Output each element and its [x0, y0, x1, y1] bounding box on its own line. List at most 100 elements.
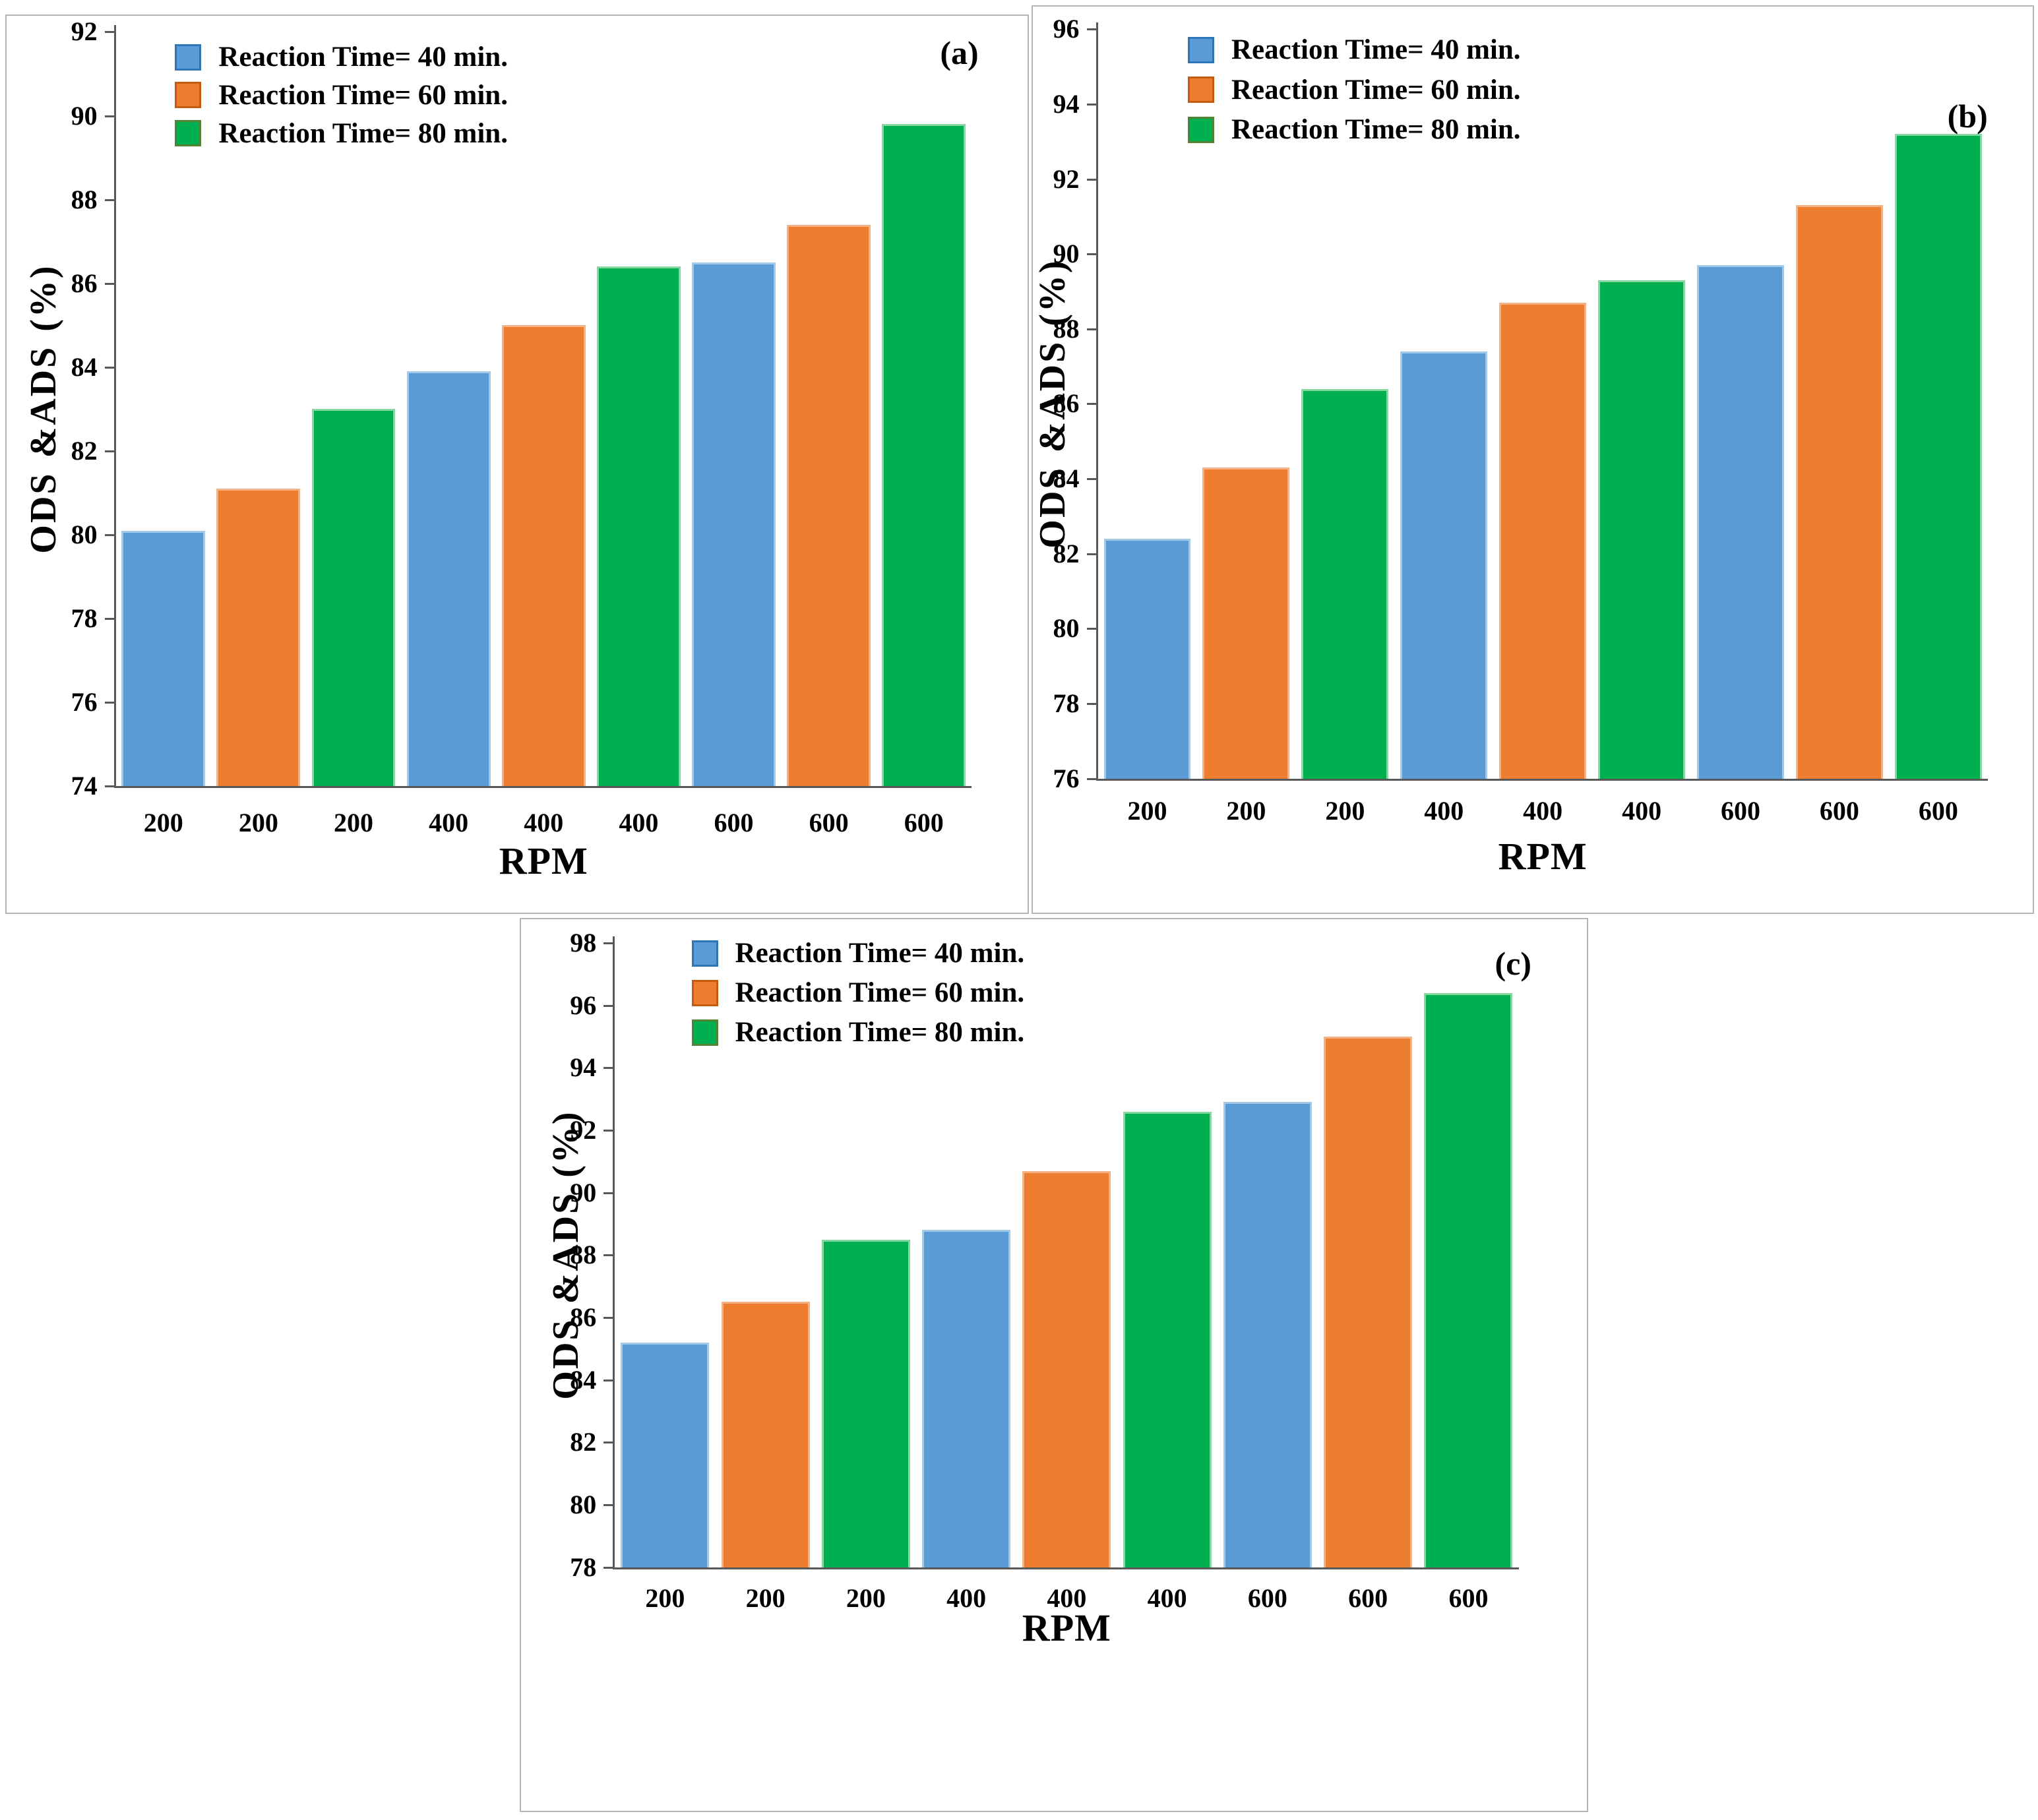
y-axis-tick [104, 785, 114, 788]
x-tick-label: 200 [143, 808, 183, 837]
legend-label-80min: Reaction Time= 80 min. [218, 117, 508, 149]
y-tick-label: 96 [570, 990, 597, 1020]
y-tick-label: 80 [1053, 613, 1080, 644]
legend-item-80min: Reaction Time= 80 min. [691, 1016, 1025, 1048]
y-axis-line [1096, 22, 1098, 781]
y-tick-label: 88 [570, 1240, 597, 1270]
y-axis-tick [1086, 253, 1096, 256]
legend: Reaction Time= 40 min. Reaction Time= 60 … [1187, 34, 1738, 193]
y-tick-label: 82 [71, 435, 98, 466]
y-axis-tick [1086, 178, 1096, 181]
y-axis-tick [104, 533, 114, 536]
y-axis-tick [1086, 628, 1096, 630]
y-tick-label: 96 [1053, 14, 1080, 44]
legend-item-40min: Reaction Time= 40 min. [175, 41, 508, 73]
x-axis-title: RPM [1022, 1606, 1111, 1649]
bar-80min-rpm600 [882, 124, 966, 787]
y-axis-tick [603, 1254, 613, 1257]
bar-40min-rpm200 [1103, 539, 1191, 779]
x-tick-label: 200 [645, 1583, 685, 1614]
legend-label-40min: Reaction Time= 40 min. [735, 938, 1025, 969]
x-tick-label: 400 [1523, 796, 1563, 826]
bar-40min-rpm200 [121, 530, 206, 787]
bar-60min-rpm200 [1202, 468, 1290, 779]
y-tick-label: 90 [570, 1177, 597, 1207]
y-axis-tick [104, 450, 114, 452]
y-axis-line [613, 936, 615, 1569]
bar-80min-rpm600 [1894, 134, 1982, 779]
y-tick-label: 88 [1053, 313, 1080, 344]
legend-swatch-40min [175, 44, 202, 71]
x-tick-label: 600 [904, 808, 944, 837]
legend-swatch-40min [1187, 36, 1214, 63]
y-axis-tick [603, 1192, 613, 1194]
bar-80min-rpm600 [1424, 992, 1513, 1567]
bar-80min-rpm400 [1123, 1111, 1212, 1567]
legend-swatch-60min [1187, 76, 1214, 104]
legend-label-40min: Reaction Time= 40 min. [218, 42, 508, 73]
x-tick-label: 400 [1147, 1583, 1187, 1614]
y-axis-tick [1086, 328, 1096, 330]
bar-60min-rpm200 [216, 489, 301, 787]
y-axis-tick [603, 1317, 613, 1320]
y-tick-label: 76 [71, 687, 98, 717]
panel-label-c: (c) [1495, 944, 1531, 982]
bar-80min-rpm200 [311, 409, 396, 787]
y-axis-title: ODS &ADS (%) [1032, 258, 1074, 549]
y-axis-tick [104, 618, 114, 621]
bar-40min-rpm400 [1400, 351, 1488, 779]
legend-label-60min: Reaction Time= 60 min. [218, 79, 508, 111]
bar-80min-rpm400 [596, 266, 681, 787]
legend-item-60min: Reaction Time= 60 min. [175, 79, 508, 111]
y-axis-line [113, 25, 116, 789]
legend: Reaction Time= 40 min. Reaction Time= 60 … [691, 937, 1278, 1095]
y-axis-tick [603, 1441, 613, 1444]
legend-label-60min: Reaction Time= 60 min. [735, 977, 1025, 1009]
y-tick-label: 78 [1053, 688, 1080, 719]
x-tick-label: 200 [745, 1583, 786, 1614]
legend-item-40min: Reaction Time= 40 min. [1187, 34, 1521, 66]
y-tick-label: 80 [71, 519, 98, 549]
legend-label-60min: Reaction Time= 60 min. [1231, 74, 1521, 106]
y-axis-tick [1086, 478, 1096, 481]
y-axis-tick [1086, 103, 1096, 106]
y-axis-tick [603, 1067, 613, 1070]
bar-40min-rpm600 [1697, 265, 1784, 779]
x-tick-label: 600 [1720, 796, 1760, 826]
x-tick-label: 600 [1918, 796, 1958, 826]
y-tick-label: 84 [1053, 464, 1080, 494]
x-tick-label: 600 [809, 808, 849, 837]
legend-item-40min: Reaction Time= 40 min. [691, 937, 1025, 969]
y-axis-tick [603, 1566, 613, 1569]
x-tick-label: 200 [1226, 796, 1266, 826]
y-tick-label: 80 [570, 1490, 597, 1520]
y-tick-label: 90 [1053, 239, 1080, 269]
x-tick-label: 400 [619, 808, 659, 837]
x-tick-label: 400 [524, 808, 564, 837]
x-tick-label: 600 [1348, 1583, 1388, 1614]
y-axis-tick [603, 1004, 613, 1007]
legend: Reaction Time= 40 min. Reaction Time= 60 … [175, 41, 736, 195]
legend-item-60min: Reaction Time= 60 min. [691, 977, 1025, 1009]
x-axis-title: RPM [1498, 834, 1588, 878]
panel-label-b: (b) [1947, 98, 1988, 135]
bar-60min-rpm400 [1499, 303, 1587, 779]
y-tick-label: 90 [71, 100, 98, 131]
bar-80min-rpm400 [1598, 280, 1686, 779]
legend-label-80min: Reaction Time= 80 min. [1231, 114, 1521, 146]
x-tick-label: 200 [1325, 796, 1365, 826]
y-tick-label: 92 [71, 16, 98, 47]
y-tick-label: 76 [1053, 763, 1080, 793]
x-tick-label: 200 [846, 1583, 886, 1614]
y-axis-tick [104, 366, 114, 369]
y-tick-label: 94 [1053, 88, 1080, 119]
legend-label-80min: Reaction Time= 80 min. [735, 1017, 1025, 1048]
x-tick-label: 600 [714, 808, 754, 837]
x-axis-line [1096, 778, 1988, 781]
bar-80min-rpm200 [821, 1239, 910, 1567]
bar-40min-rpm200 [621, 1342, 710, 1567]
y-tick-label: 92 [570, 1114, 597, 1145]
bar-60min-rpm400 [1022, 1170, 1111, 1567]
x-tick-label: 400 [429, 808, 469, 837]
